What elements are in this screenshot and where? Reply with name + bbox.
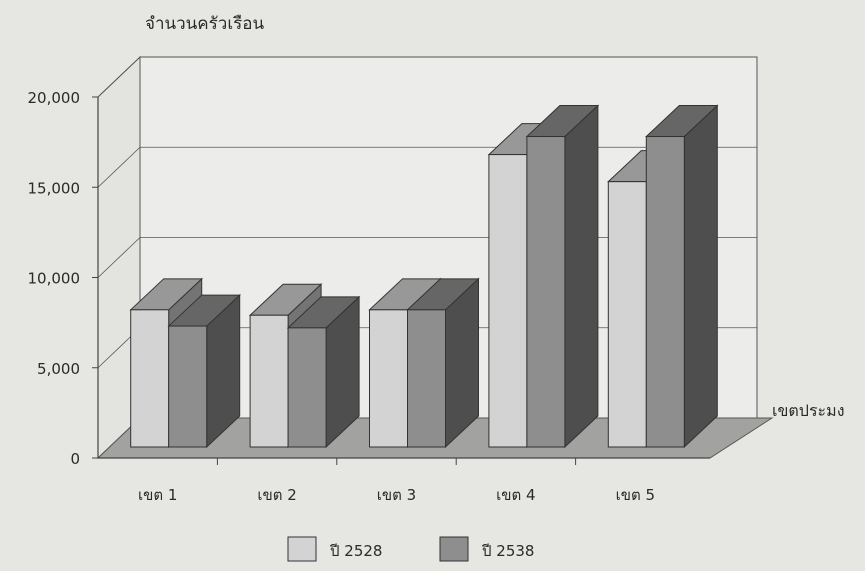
gridline [97,56,757,98]
x-axis-title: เขตประมง [772,401,845,420]
y-tick-label: 20,000 [28,89,81,107]
x-tick-label: เขต 5 [616,486,655,504]
bar-front [287,327,327,448]
bar-front [369,309,408,448]
bar-side [564,104,599,449]
y-tick-label: 5,000 [37,360,80,378]
bar-front [488,154,528,448]
bar-front [168,325,208,448]
bar [286,295,361,449]
y-tick-label: 15,000 [28,179,81,197]
legend-label: ปี 2538 [481,542,534,560]
bar [645,104,719,449]
x-tick-label: เขต 4 [496,486,535,504]
bar [406,277,480,449]
bar-front [526,136,566,448]
legend-swatch [287,536,317,562]
bar [167,293,241,449]
y-tick-label: 0 [70,450,80,468]
bar-front [130,309,170,448]
x-tick-label: เขต 1 [138,486,177,504]
bar-front [249,314,289,448]
bar-front [645,136,685,448]
x-tick-label: เขต 2 [257,486,296,504]
y-tick-label: 10,000 [28,270,81,288]
bar-front [607,181,647,448]
x-tick-label: เขต 3 [377,486,416,504]
bar-front [407,309,446,448]
legend-label: ปี 2528 [329,542,382,560]
y-axis-title: จำนวนครัวเรือน [145,14,264,34]
bar-side [683,104,718,449]
legend-swatch [439,536,469,562]
bar [525,104,600,449]
